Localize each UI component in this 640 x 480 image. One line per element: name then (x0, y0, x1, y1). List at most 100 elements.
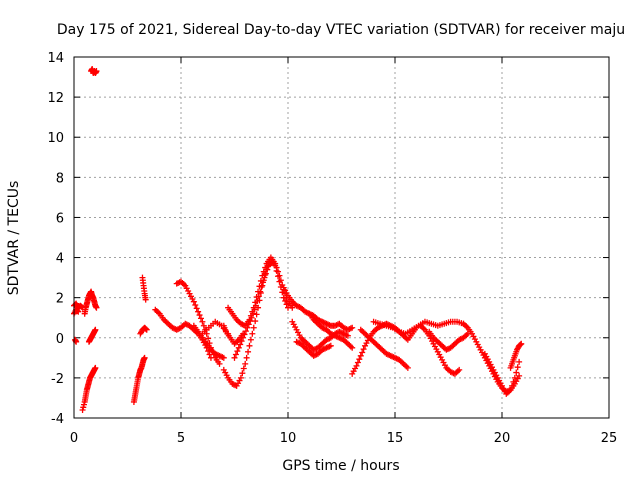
data-point (353, 362, 360, 369)
data-points (71, 66, 525, 413)
data-point (75, 308, 82, 315)
data-point (258, 283, 265, 290)
series-sat-aa (426, 328, 471, 353)
series-sat-q (231, 258, 277, 361)
data-point (344, 332, 351, 339)
data-point (205, 335, 212, 342)
data-point (262, 270, 269, 277)
series-sat-l (173, 278, 223, 367)
data-point (80, 404, 87, 411)
data-point (513, 369, 520, 376)
data-point (142, 296, 149, 303)
x-axis-label: GPS time / hours (282, 458, 399, 474)
data-point (239, 370, 246, 377)
y-tick-label: 10 (47, 131, 64, 146)
data-point (510, 378, 517, 385)
data-point (517, 341, 524, 348)
data-point (193, 305, 200, 312)
series-sat-x (357, 326, 411, 371)
data-point (259, 282, 266, 289)
x-tick-label: 25 (601, 431, 618, 446)
series-sat-u (293, 338, 334, 359)
data-point (516, 358, 523, 365)
data-point (143, 326, 150, 333)
data-point (220, 354, 227, 361)
data-point (253, 311, 260, 318)
series-sat-g (88, 66, 100, 77)
x-tick-label: 15 (387, 431, 404, 446)
series-sat-f (85, 326, 99, 345)
data-point (276, 272, 283, 279)
series-sat-r (220, 322, 247, 347)
data-point (92, 326, 99, 333)
y-tick-label: 2 (56, 292, 64, 307)
data-point (356, 356, 363, 363)
data-point (252, 302, 259, 309)
data-point (143, 326, 150, 333)
data-point (93, 304, 100, 311)
data-point (349, 324, 356, 331)
y-tick-label: 12 (47, 91, 64, 106)
y-tick-label: 0 (56, 332, 64, 347)
data-point (190, 298, 197, 305)
y-tick-label: 14 (47, 51, 64, 66)
data-point (246, 342, 253, 349)
data-point (257, 289, 264, 296)
x-tick-label: 5 (177, 431, 185, 446)
data-point (242, 328, 249, 335)
data-point (270, 258, 277, 265)
data-point (508, 382, 515, 389)
series-sat-z (417, 322, 463, 377)
data-point (199, 318, 206, 325)
data-point (192, 302, 199, 309)
chart-title: Day 175 of 2021, Sidereal Day-to-day VTE… (57, 22, 625, 38)
data-point (92, 364, 99, 371)
data-point (249, 330, 256, 337)
data-point (237, 374, 244, 381)
series-sat-p (225, 254, 296, 329)
data-point (264, 266, 271, 273)
data-point (289, 304, 296, 311)
data-point (234, 348, 241, 355)
data-point (240, 330, 247, 337)
data-point (197, 315, 204, 322)
data-point (93, 68, 100, 75)
series-sat-t (289, 318, 351, 353)
data-point (78, 304, 85, 311)
data-point (273, 264, 280, 271)
data-point (237, 341, 244, 348)
data-point (254, 298, 261, 305)
data-point (248, 314, 255, 321)
data-point (80, 401, 87, 408)
data-point (74, 308, 81, 315)
data-point (260, 279, 267, 286)
series-sat-h (130, 354, 148, 405)
series-sat-e (81, 288, 100, 317)
data-point (235, 344, 242, 351)
plot-frame (73, 56, 610, 419)
series-sat-ac (481, 350, 523, 397)
data-point (242, 360, 249, 367)
data-point (507, 386, 514, 393)
data-point (247, 336, 254, 343)
series-sat-ad (507, 340, 525, 371)
data-point (360, 346, 367, 353)
data-point (357, 352, 364, 359)
data-point (247, 318, 254, 325)
data-point (196, 312, 203, 319)
y-axis-label: SDTVAR / TECUs (6, 181, 22, 296)
data-point (327, 342, 334, 349)
series-sat-v (306, 310, 356, 351)
x-tick-labels: 0 5 10 15 20 25 (70, 431, 617, 446)
x-tick-label: 0 (70, 431, 78, 446)
series-sat-d (79, 364, 99, 413)
data-point (354, 359, 361, 366)
y-tick-label: -2 (51, 372, 64, 387)
data-point (250, 310, 257, 317)
data-point (245, 348, 252, 355)
data-point (275, 268, 282, 275)
data-point (282, 298, 289, 305)
data-point (257, 288, 264, 295)
data-point (347, 325, 354, 332)
